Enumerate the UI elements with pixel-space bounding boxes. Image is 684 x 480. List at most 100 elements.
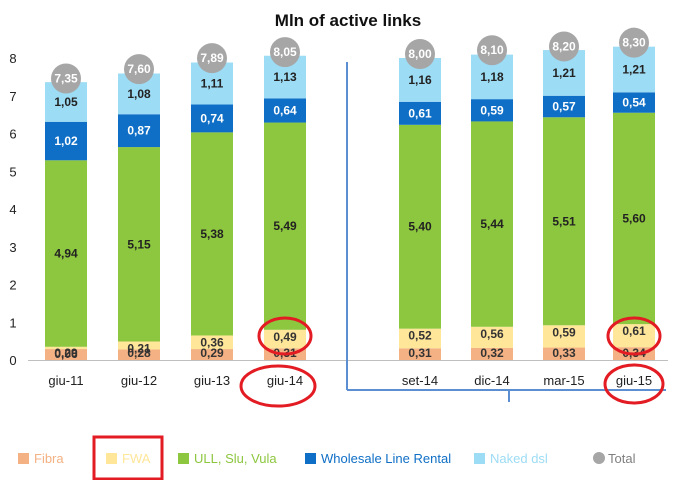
- total-label: 8,20: [552, 39, 576, 53]
- legend-label: Fibra: [34, 451, 64, 466]
- data-label: 0,28: [127, 346, 151, 360]
- total-label: 7,35: [54, 72, 78, 86]
- legend-item: ULL, Slu, Vula: [178, 451, 277, 466]
- total-label: 8,00: [408, 47, 432, 61]
- bar-segment: [399, 328, 441, 349]
- data-label: 5,15: [127, 237, 151, 251]
- bar-segment: [471, 121, 513, 327]
- total-marker: [270, 37, 300, 68]
- bar-segment: [191, 335, 233, 350]
- x-tick-label: giu-12: [121, 373, 157, 388]
- x-tick-label: giu-11: [48, 373, 83, 388]
- bar-segment: [471, 99, 513, 122]
- total-label: 7,60: [127, 62, 151, 76]
- bar-stack: 0,32 0,56 5,44 0,59 1,18 8,10: [471, 35, 513, 360]
- x-tick-label: set-14: [402, 373, 438, 388]
- legend-label: Naked dsl: [490, 451, 548, 466]
- bar-segment: [399, 348, 441, 360]
- data-label: 0,57: [552, 100, 576, 114]
- chart-title: Mln of active links: [275, 11, 421, 30]
- data-label: 0,32: [480, 346, 504, 360]
- bar-segment: [543, 95, 585, 118]
- y-tick-label: 5: [9, 164, 16, 179]
- legend: Fibra FWA ULL, Slu, Vula Wholesale Line Ren…: [18, 435, 636, 480]
- bar-segment: [543, 347, 585, 360]
- bar-segment: [118, 114, 160, 148]
- data-label: 5,49: [273, 219, 297, 233]
- highlight-annotations: [239, 316, 665, 408]
- data-label: 0,74: [200, 111, 224, 125]
- bar-stack: 0,310,495,490,641,138,05: [264, 37, 306, 360]
- data-label: 0,52: [408, 329, 432, 343]
- bar-segment: [191, 349, 233, 360]
- data-label: 0,06: [54, 347, 78, 361]
- total-label: 8,10: [480, 43, 504, 57]
- bar-segment: [118, 341, 160, 350]
- data-label: 0,29: [200, 346, 224, 360]
- bar-series: 0,290,064,941,021,057,350,280,215,150,87…: [45, 27, 655, 361]
- y-tick-label: 6: [9, 127, 16, 142]
- total-label: 8,05: [273, 45, 297, 59]
- y-tick-label: 2: [9, 278, 16, 293]
- bar-stack: 0,280,21 5,15 0,87 1,08 7,60: [118, 54, 160, 360]
- legend-swatch: [18, 453, 29, 464]
- highlight-ellipse: [257, 316, 313, 356]
- bar-segment: [191, 132, 233, 336]
- data-label: 5,38: [200, 227, 224, 241]
- data-label: 1,05: [54, 95, 78, 109]
- highlight-ellipse: [603, 363, 665, 405]
- y-tick-label: 7: [9, 89, 16, 104]
- x-tick-label: dic-14: [474, 373, 509, 388]
- data-label: 5,60: [622, 211, 646, 225]
- data-label: 0,29: [54, 346, 78, 360]
- bar-segment: [45, 346, 87, 350]
- data-label: 0,54: [622, 96, 646, 110]
- bar-stack: 0,290,06 4,94 1,02 1,05 7,35: [45, 63, 87, 361]
- data-label: 1,18: [480, 70, 504, 84]
- total-marker: [197, 43, 227, 74]
- data-label: 4,94: [54, 247, 78, 261]
- bar-segment: [118, 349, 160, 360]
- y-tick-label: 4: [9, 202, 16, 217]
- legend-swatch: [474, 453, 485, 464]
- data-label: 0,59: [552, 325, 576, 339]
- highlight-ellipse: [606, 316, 662, 356]
- bar-stack: 0,33 0,59 5,51 0,57 1,21 8,20: [543, 31, 585, 360]
- bar-segment: [471, 347, 513, 360]
- data-label: 0,36: [200, 335, 224, 349]
- bar-stack: 0,31 0,52 5,40 0,61 1,16 8,00: [399, 39, 441, 360]
- data-label: 5,44: [480, 217, 504, 231]
- data-label: 1,11: [201, 76, 224, 90]
- data-label: 1,21: [552, 66, 576, 80]
- x-tick-label: mar-15: [543, 373, 584, 388]
- bar-segment: [471, 326, 513, 348]
- legend-swatch: [178, 453, 189, 464]
- bar-segment: [613, 324, 655, 348]
- x-tick-label: giu-14: [267, 373, 303, 388]
- data-label: 5,51: [552, 214, 576, 228]
- legend-item: FWA: [106, 451, 151, 466]
- y-tick-label: 8: [9, 51, 16, 66]
- total-label: 7,89: [200, 51, 224, 65]
- bar-segment: [543, 117, 585, 326]
- bar-segment: [613, 92, 655, 113]
- y-axis: 0 1 2 3 4 5 6 7 8: [9, 51, 16, 368]
- data-label: 0,33: [552, 346, 576, 360]
- legend-swatch: [106, 453, 117, 464]
- bar-segment: [399, 101, 441, 125]
- legend-label: ULL, Slu, Vula: [194, 451, 277, 466]
- total-marker: [619, 27, 649, 58]
- x-tick-label: giu-15: [616, 373, 652, 388]
- legend-swatch: [305, 453, 316, 464]
- data-label: 0,56: [480, 327, 504, 341]
- legend-item: Wholesale Line Rental: [305, 451, 451, 466]
- data-label: 1,16: [408, 73, 432, 87]
- bar-segment: [264, 329, 306, 349]
- highlight-ellipse: [239, 364, 317, 408]
- data-label: 1,08: [127, 87, 151, 101]
- x-tick-label: giu-13: [194, 373, 230, 388]
- data-label: 0,59: [480, 103, 504, 117]
- data-label: 0,49: [273, 330, 297, 344]
- y-tick-label: 0: [9, 353, 16, 368]
